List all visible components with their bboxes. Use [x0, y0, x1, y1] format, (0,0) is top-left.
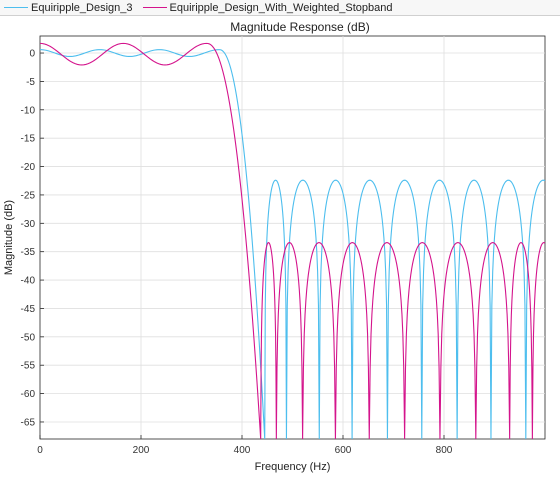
y-tick-label: -45 — [21, 304, 36, 315]
plot-area[interactable] — [39, 35, 546, 440]
y-tick-label: -40 — [21, 276, 36, 287]
series-lines — [39, 42, 546, 440]
x-tick-label: 800 — [436, 445, 453, 456]
y-axis-label: Magnitude (dB) — [3, 200, 15, 275]
legend-swatch-weighted-stopband — [142, 7, 167, 8]
legend-label-weighted-stopband: Equiripple_Design_With_Weighted_Stopband — [169, 1, 393, 14]
x-tick-label: 600 — [335, 445, 352, 456]
y-tick-label: -60 — [21, 389, 36, 400]
y-tick-label: -55 — [21, 361, 36, 372]
x-tick-label: 200 — [133, 445, 150, 456]
x-axis-label: Frequency (Hz) — [255, 461, 331, 473]
y-tick-label: -35 — [21, 247, 36, 258]
series-line-weighted-stopband[interactable] — [39, 42, 546, 440]
x-tick-label: 0 — [37, 445, 43, 456]
x-axis-ticks: 0 200 400 600 800 — [37, 435, 453, 456]
y-tick-label: -20 — [21, 162, 36, 173]
legend: Equiripple_Design_3 Equiripple_Design_Wi… — [0, 0, 560, 16]
y-tick-label: -10 — [21, 105, 36, 116]
legend-entry-design-3[interactable]: Equiripple_Design_3 — [4, 2, 133, 14]
y-tick-label: -25 — [21, 190, 36, 201]
grid-lines — [40, 36, 545, 439]
y-tick-label: -30 — [21, 219, 36, 230]
legend-entry-weighted-stopband[interactable]: Equiripple_Design_With_Weighted_Stopband — [142, 1, 393, 14]
x-tick-label: 400 — [234, 445, 251, 456]
y-tick-label: -65 — [21, 417, 36, 428]
y-tick-label: -15 — [21, 134, 36, 145]
y-axis-ticks: 0 -5 -10 -15 -20 -25 -30 -35 -40 -45 -50 -55 -60 -65 — [21, 49, 44, 428]
series-line-design-3[interactable] — [39, 49, 546, 440]
magnitude-response-chart[interactable]: Magnitude Response (dB) 0 200 400 600 800 0 -… — [0, 16, 560, 477]
y-tick-label: 0 — [29, 49, 35, 60]
legend-swatch-design-3 — [4, 7, 28, 8]
y-tick-label: -5 — [26, 77, 35, 88]
legend-label-design-3: Equiripple_Design_3 — [31, 1, 133, 14]
chart-title: Magnitude Response (dB) — [230, 20, 369, 34]
y-tick-label: -50 — [21, 332, 36, 343]
